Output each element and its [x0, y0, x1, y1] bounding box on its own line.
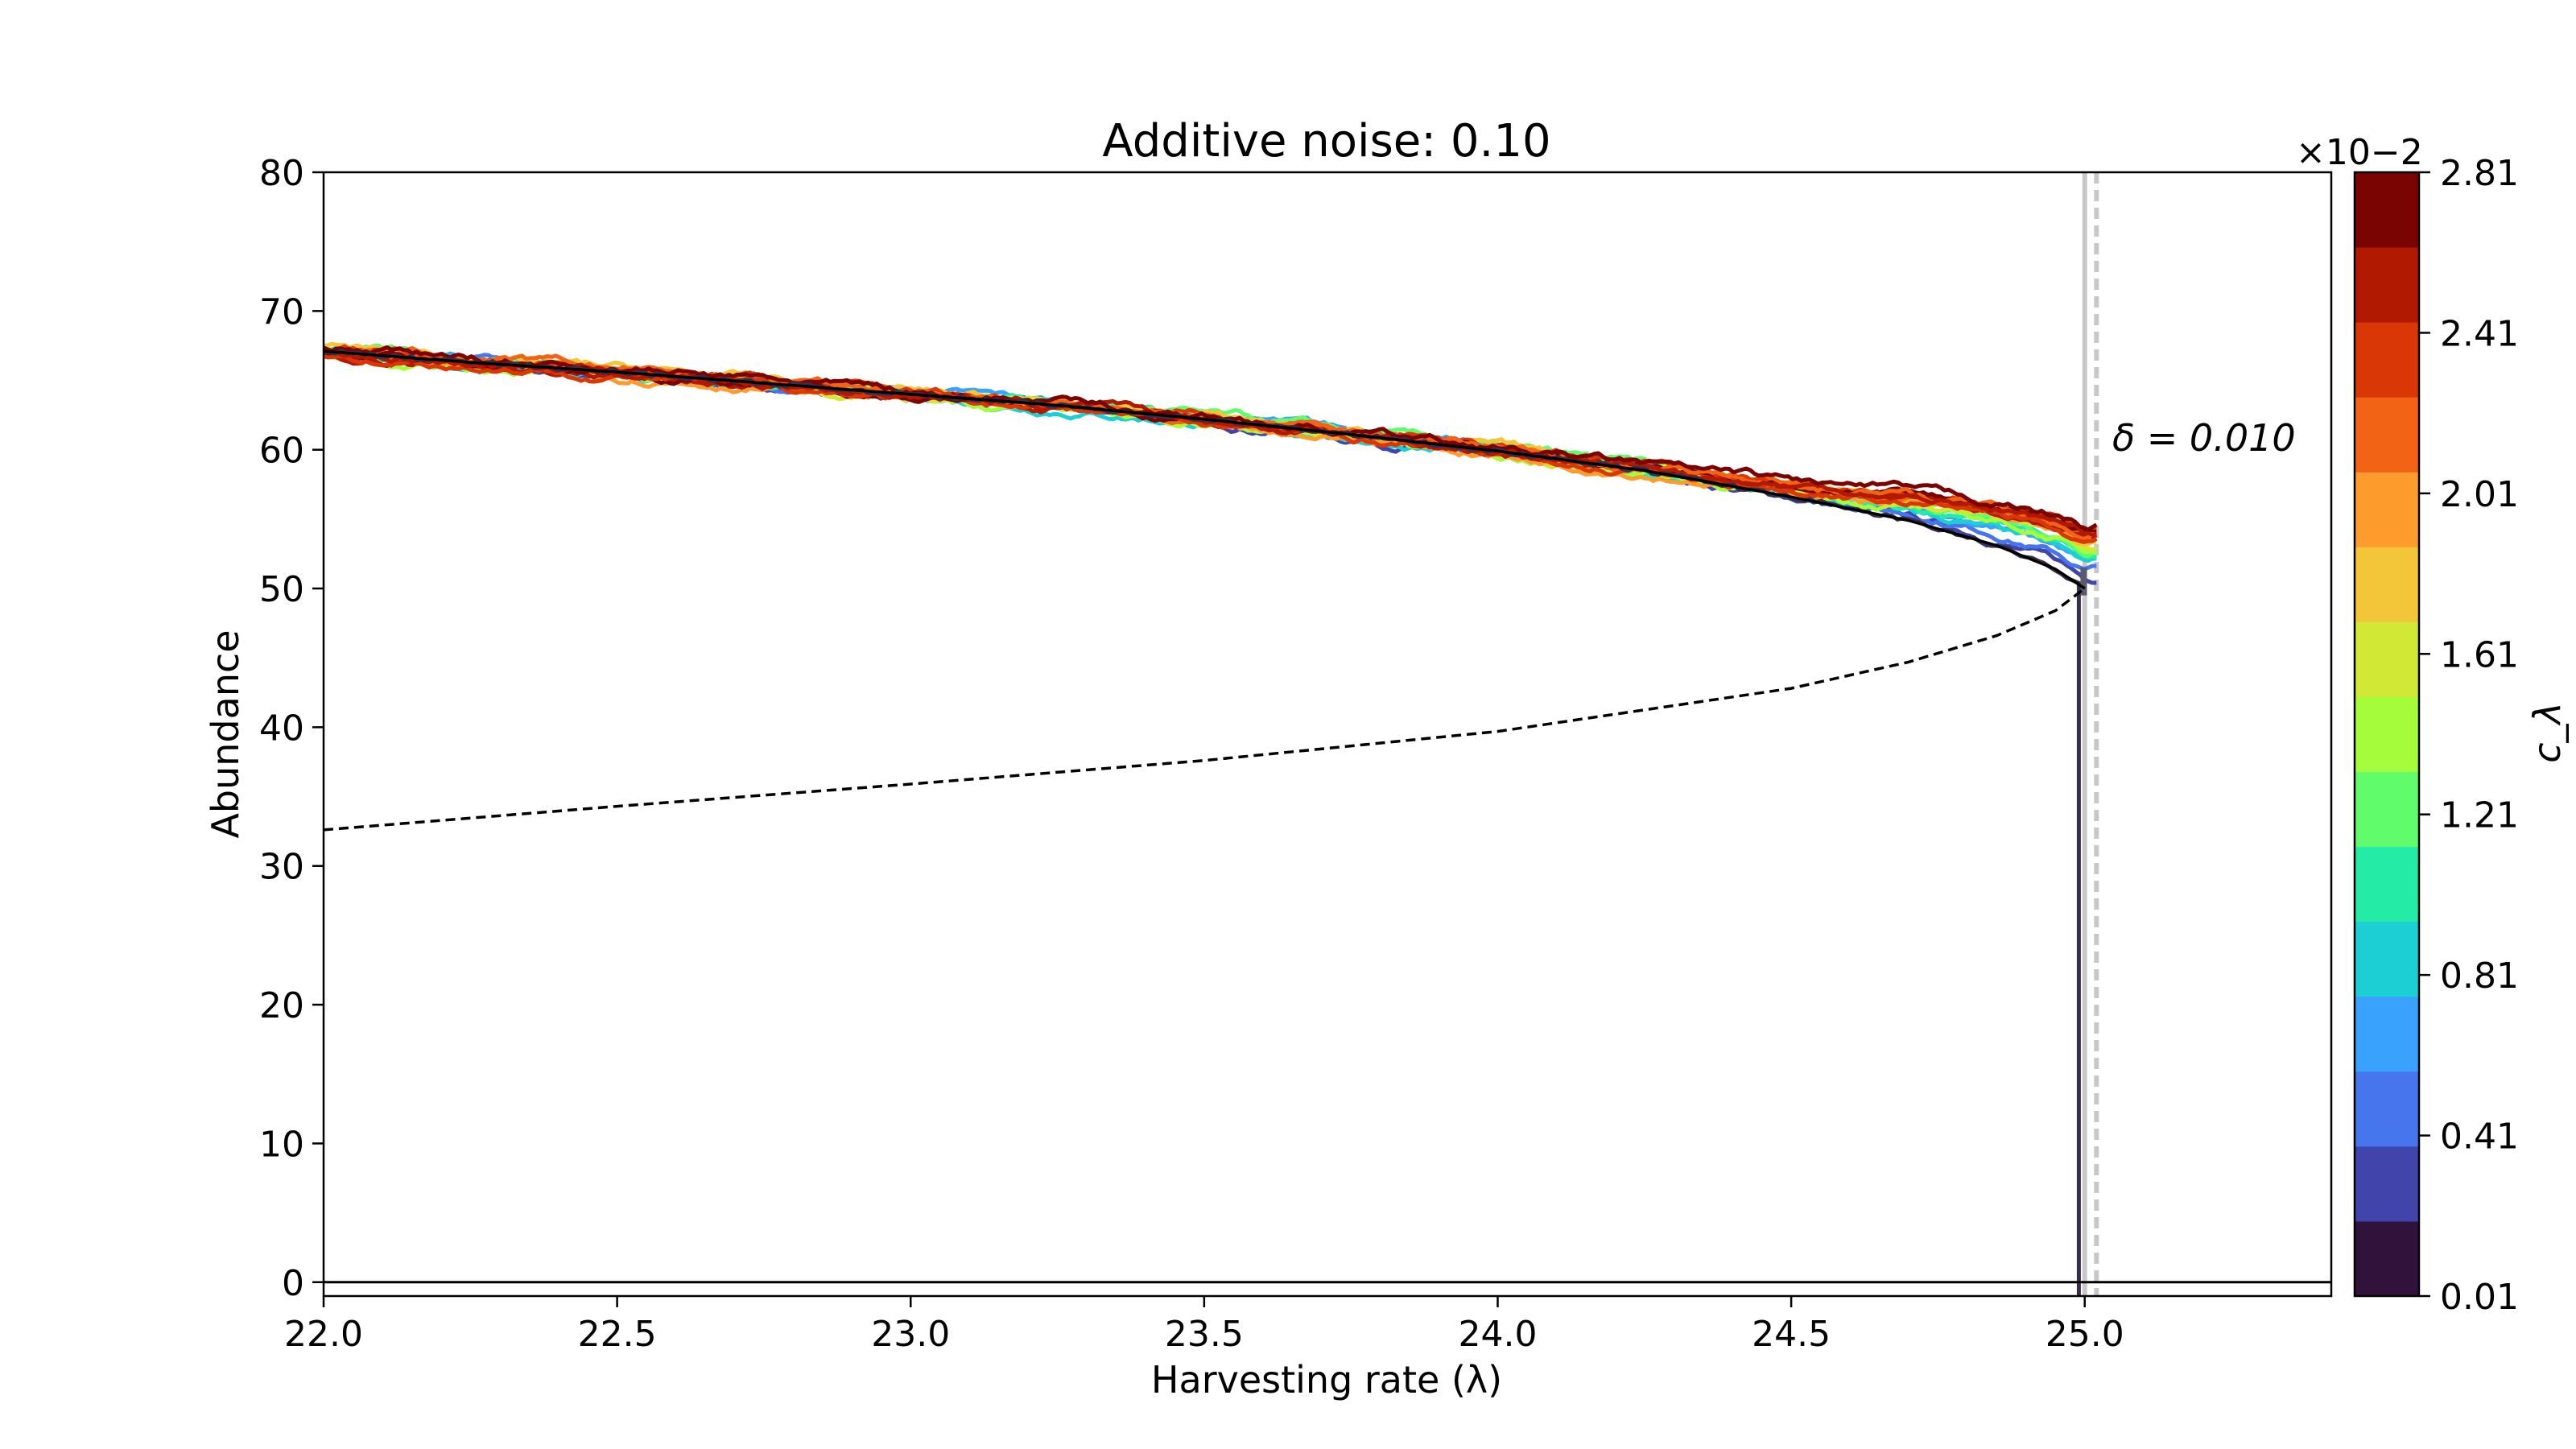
y-axis-label: Abundance: [204, 630, 247, 838]
stable-branch: [324, 349, 2086, 590]
colorbar: 0.01 0.41 0.81 1.21 1.61 2.01 2.41 2.81: [2353, 153, 2519, 1318]
trajectories: [324, 341, 2098, 1296]
colorbar-frame: [2353, 171, 2421, 1298]
unstable-branch: [324, 587, 2086, 832]
colorbar-segment: [2355, 172, 2419, 248]
y-tick-label: 60: [259, 431, 304, 472]
colorbar-segment: [2355, 996, 2419, 1072]
trajectory-line: [324, 353, 2097, 585]
colorbar-tick-label: 2.41: [2440, 313, 2519, 354]
y-tick-label: 40: [259, 708, 304, 749]
y-tick-label: 10: [259, 1124, 304, 1165]
colorbar-tick-label: 0.41: [2440, 1117, 2519, 1158]
colorbar-segment: [2355, 247, 2419, 323]
trajectory-line: [324, 349, 2097, 572]
colorbar-multiplier: ×10−2: [2296, 132, 2423, 173]
colorbar-segment: [2355, 1220, 2419, 1297]
colorbar-tick-label: 1.61: [2440, 634, 2519, 675]
y-tick-label: 80: [259, 153, 304, 194]
colorbar-tick-label: 0.01: [2440, 1277, 2519, 1318]
colorbar-tick-label: 1.21: [2440, 795, 2519, 836]
colorbar-segment: [2355, 1146, 2419, 1222]
colorbar-segment: [2355, 322, 2419, 398]
trajectory-line: [324, 349, 2098, 541]
colorbar-tick-label: 0.81: [2440, 956, 2519, 997]
colorbar-segment: [2355, 1071, 2419, 1147]
axes-frame: [322, 171, 2333, 1298]
x-tick-label: 25.0: [2046, 1314, 2124, 1355]
y-tick-label: 30: [259, 847, 304, 888]
y-axis-ticks: 0 10 20 30 40 50 60 70 80: [259, 153, 324, 1304]
colorbar-segment: [2355, 472, 2419, 547]
colorbar-segment: [2355, 696, 2419, 773]
colorbar-tick-label: 2.81: [2440, 153, 2519, 194]
colorbar-label: c_λ: [2525, 702, 2569, 763]
trajectory-line: [324, 350, 2097, 564]
x-axis-ticks: 22.0 22.5 23.0 23.5 24.0 24.5 25.0: [284, 1296, 2124, 1355]
colorbar-segment: [2355, 621, 2419, 697]
x-tick-label: 22.5: [578, 1314, 657, 1355]
plot-area: [324, 172, 2331, 1296]
colorbar-segment: [2355, 397, 2419, 473]
colorbar-segment: [2355, 547, 2419, 622]
x-tick-label: 23.0: [871, 1314, 950, 1355]
delta-annotation: δ = 0.010: [2112, 416, 2296, 460]
colorbar-segment: [2355, 921, 2419, 997]
y-tick-label: 0: [282, 1263, 304, 1304]
equilibrium-curves: [324, 349, 2331, 1284]
trajectory-line: [324, 354, 2098, 544]
colorbar-tick-label: 2.01: [2440, 474, 2519, 515]
y-tick-label: 50: [259, 569, 304, 610]
colorbar-segment: [2355, 771, 2419, 848]
x-tick-label: 23.5: [1165, 1314, 1244, 1355]
trajectory-line: [324, 353, 2097, 555]
y-tick-label: 20: [259, 985, 304, 1026]
y-tick-label: 70: [259, 291, 304, 332]
colorbar-segment: [2355, 846, 2419, 923]
chart-title: Additive noise: 0.10: [1102, 115, 1550, 167]
x-tick-label: 24.5: [1752, 1314, 1831, 1355]
x-axis-label: Harvesting rate (λ): [1151, 1358, 1502, 1402]
x-tick-label: 24.0: [1458, 1314, 1537, 1355]
critical-threshold-lines: [2082, 172, 2099, 1296]
x-tick-label: 22.0: [284, 1314, 363, 1355]
